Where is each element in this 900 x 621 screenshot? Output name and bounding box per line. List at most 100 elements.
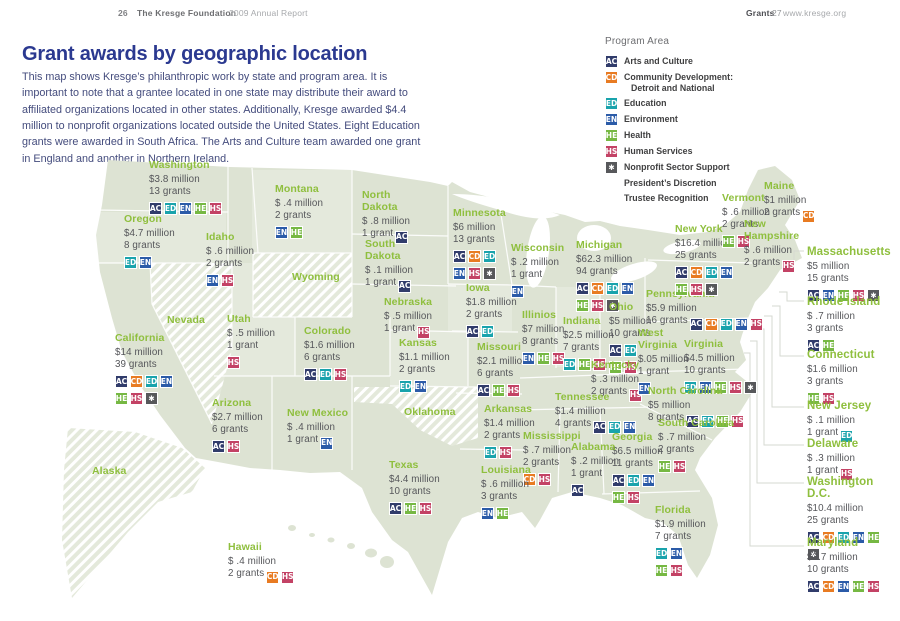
grant-count: 2 grants CD [764, 207, 816, 223]
legend-item-cd: CD Community Development: Detroit and Nati… [605, 71, 785, 94]
program-badge-en: EN [623, 420, 637, 434]
grant-amount: $3.8 million [149, 173, 200, 185]
state-washington-dc: Washington D.C. $10.4 million 25 grants AC C… [807, 476, 900, 562]
state-name: New Mexico [287, 407, 349, 419]
program-badge-en: EN [160, 375, 173, 389]
program-badge-cd: CD [822, 531, 835, 545]
program-badge-hs: HS [591, 299, 604, 313]
program-badge-cd: CD [523, 473, 536, 487]
state-name: Alaska [92, 465, 127, 477]
program-area-legend: Program Area AC Arts and Culture CD Communi… [605, 36, 785, 207]
program-badge-ns: ✱ [867, 289, 880, 303]
program-badge-en: EN [822, 289, 835, 303]
state-name: Wisconsin [511, 242, 565, 254]
state-north-dakota: North Dakota $ .8 million 1 grant AC [362, 189, 411, 244]
grant-amount: $5 million [807, 260, 850, 272]
state-name: New Hampshire [744, 218, 800, 242]
program-badge-row: EN [511, 285, 564, 299]
program-badge-row: EN HE [275, 226, 323, 240]
grant-count: 6 grants [212, 424, 249, 436]
program-badge-ac: AC [686, 414, 700, 428]
legend-item-ed: ED Education [605, 97, 785, 110]
legend-title: Program Area [605, 36, 670, 47]
program-badge-hs: HS [627, 491, 640, 505]
grant-amount: $ .8 million [362, 215, 411, 227]
state-name: West Virginia [638, 327, 678, 351]
state-north-carolina: North Carolina $5 million 8 grants AC ED HE HS [648, 385, 745, 428]
state-maryland: Maryland $3.7 million 10 grants AC CD EN HE HS [807, 537, 880, 594]
program-badge-hs: HS [782, 259, 796, 273]
grant-count: 2 grants [484, 430, 521, 442]
state-ohio: Ohio $5 million 10 grants AC ED HE HS [609, 301, 651, 375]
program-badge-ns: ✱ [744, 381, 757, 395]
grant-count: 7 grants [563, 342, 600, 354]
program-badge-ns: ✱ [145, 392, 158, 406]
program-badge-ns: ✱ [605, 161, 618, 174]
program-badge-row: AC ED HS [304, 368, 355, 382]
program-badge-ed: ED [624, 344, 637, 358]
legend-item-label: Human Services [624, 146, 693, 156]
program-badge-ns: ✱ [705, 283, 718, 297]
legend-item-label: Nonprofit Sector Support [624, 162, 730, 172]
state-rhode-island: Rhode Island $ .7 million 3 grants AC HE [807, 296, 880, 353]
grant-amount: $3.7 million [807, 551, 858, 563]
grant-amount: $1.4 million [555, 405, 606, 417]
program-badge-row: AC ED EN [612, 474, 663, 488]
program-badge-ed: ED [145, 375, 158, 389]
program-badge-row: AC CD ED EN [576, 282, 634, 296]
state-name: Oregon [124, 213, 162, 225]
state-name: Arizona [212, 397, 252, 409]
grant-amount: $1.8 million [466, 296, 517, 308]
program-badge-en: EN [638, 382, 651, 396]
state-name: Montana [275, 183, 319, 195]
program-badge-hs: HS [731, 414, 745, 428]
grant-amount: $6 million [453, 221, 496, 233]
legend-items: AC Arts and Culture CD Community Developmen… [605, 55, 785, 204]
program-badge-he: HE [115, 392, 128, 406]
program-badge-he: HE [492, 384, 505, 398]
legend-item-label: Trustee Recognition [624, 193, 709, 203]
program-badge-row: AC HE [807, 339, 880, 353]
program-badge-ed: ED [701, 414, 715, 428]
state-name: Connecticut [807, 349, 875, 361]
grant-amount: $1.9 million [655, 518, 706, 530]
grant-amount: $1.6 million [304, 339, 355, 351]
program-badge-row: EN HS [206, 274, 254, 288]
grant-count: 8 grants [522, 336, 559, 348]
state-idaho: Idaho $ .6 million 2 grants EN HS [206, 231, 254, 288]
program-badge-row: AC ED [609, 344, 651, 358]
state-colorado: Colorado $1.6 million 6 grants AC ED HS [304, 325, 355, 382]
program-badge-hs: HS [227, 356, 240, 370]
state-name: Iowa [466, 282, 490, 294]
program-badge-hs: HS [227, 440, 240, 454]
grant-amount: $2.5 million [563, 329, 614, 341]
program-badge-row: AC CD ED [453, 250, 506, 264]
legend-item-label: Education [624, 98, 667, 108]
program-badge-row: EN HE [481, 507, 531, 521]
state-name: North Carolina [648, 385, 723, 397]
state-name: Nebraska [384, 296, 433, 308]
program-badge-ed: ED [484, 446, 497, 460]
state-name: Michigan [576, 239, 623, 251]
legend-item-president-s-discretion: President’s Discretion [624, 177, 785, 189]
program-badge-he: HE [714, 381, 727, 395]
hatched-states [62, 253, 478, 598]
grant-amount: $1.6 million [807, 363, 858, 375]
state-name: Ohio [609, 301, 634, 313]
state-name: Florida [655, 504, 691, 516]
hawaii-islands [288, 525, 394, 568]
state-new-york: New York $16.4 million 25 grants AC CD ED EN HE… [675, 223, 733, 297]
program-badge-he: HE [837, 289, 850, 303]
program-badge-row: AC CD ED EN HE [807, 531, 900, 545]
legend-item-label: Arts and Culture [624, 56, 693, 66]
legend-item-trustee-recognition: Trustee Recognition [624, 192, 785, 204]
program-badge-en: EN [522, 352, 535, 366]
grant-count: 7 grants [655, 531, 692, 543]
state-name: Oklahoma [404, 406, 456, 418]
program-badge-ac: AC [115, 375, 128, 389]
grant-count: 2 grants [722, 219, 759, 231]
state-alaska: Alaska [92, 465, 127, 478]
program-badge-row: HE HS [658, 460, 734, 474]
program-badge-row: EN HE HS [522, 352, 565, 366]
grant-count: 1 grant [571, 468, 603, 480]
